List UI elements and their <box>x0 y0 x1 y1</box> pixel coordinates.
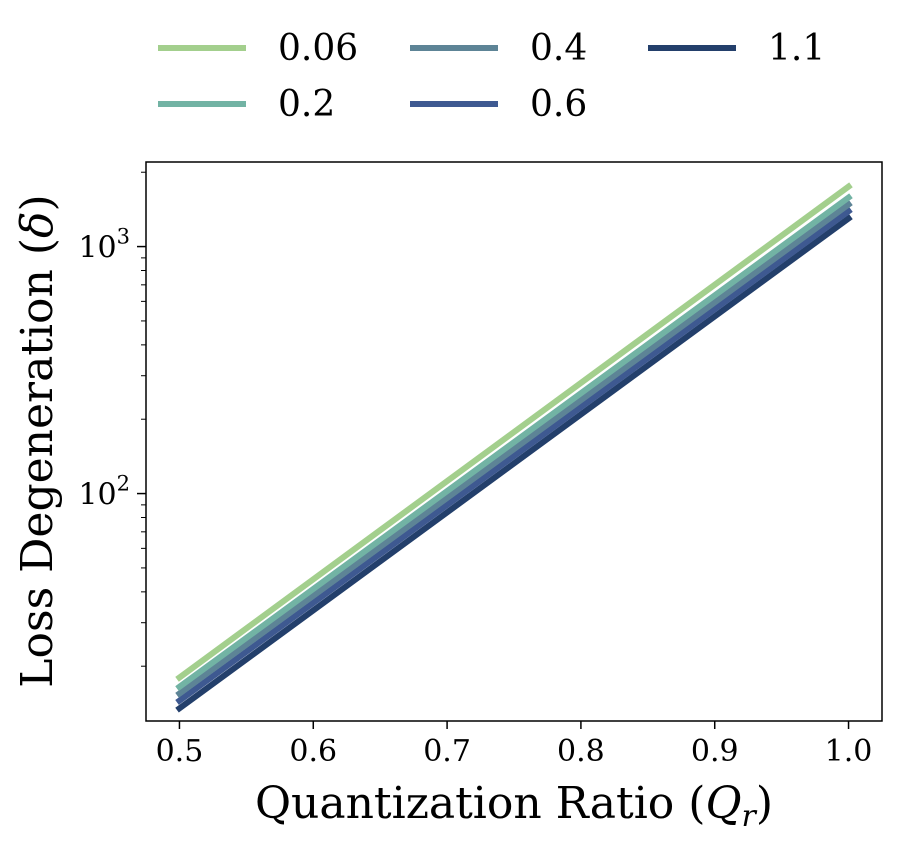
legend-label-1.1: 1.1 <box>768 28 825 69</box>
x-tick-label: 1.0 <box>825 734 873 769</box>
plot-area <box>175 182 853 713</box>
y-tick-label: 103 <box>78 225 130 266</box>
x-tick-label: 0.7 <box>423 734 471 769</box>
legend-label-0.6: 0.6 <box>530 84 587 125</box>
x-axis: 0.5 0.6 0.7 0.8 0.9 1.0 <box>156 721 873 769</box>
series-line-0.4 <box>175 200 853 698</box>
series-line-1.1 <box>175 214 853 713</box>
x-tick-label: 0.6 <box>289 734 337 769</box>
y-axis: 102 103 <box>78 171 146 667</box>
y-axis-label: Loss Degeneration (δ) <box>12 194 63 687</box>
series-line-0.06 <box>175 182 853 682</box>
legend-label-0.06: 0.06 <box>278 28 358 69</box>
legend-label-0.2: 0.2 <box>278 84 335 125</box>
plot-frame <box>145 161 883 722</box>
x-tick-label: 0.8 <box>557 734 605 769</box>
x-axis-label: Quantization Ratio (Qr) <box>255 778 773 834</box>
series-line-0.6 <box>175 207 853 705</box>
legend: 0.06 0.2 0.4 0.6 1.1 <box>158 28 825 125</box>
x-tick-label: 0.9 <box>691 734 739 769</box>
y-tick-label: 102 <box>78 472 130 513</box>
series-line-0.2 <box>175 193 853 692</box>
x-tick-label: 0.5 <box>156 734 204 769</box>
legend-label-0.4: 0.4 <box>530 28 587 69</box>
